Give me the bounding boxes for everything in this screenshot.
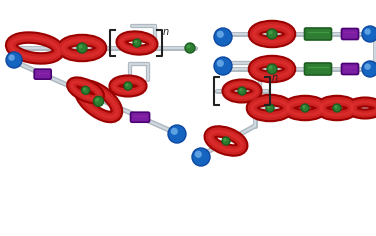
Circle shape bbox=[362, 61, 376, 77]
Circle shape bbox=[268, 66, 273, 69]
Circle shape bbox=[134, 40, 137, 43]
Circle shape bbox=[239, 88, 243, 91]
Circle shape bbox=[222, 137, 230, 145]
Circle shape bbox=[214, 28, 232, 46]
Circle shape bbox=[217, 60, 224, 67]
Circle shape bbox=[238, 87, 246, 95]
Circle shape bbox=[79, 45, 82, 49]
Circle shape bbox=[77, 43, 87, 53]
Circle shape bbox=[185, 43, 195, 53]
Circle shape bbox=[195, 151, 202, 158]
Circle shape bbox=[302, 105, 305, 108]
Circle shape bbox=[186, 45, 191, 49]
Circle shape bbox=[364, 28, 371, 35]
FancyBboxPatch shape bbox=[34, 69, 51, 79]
Circle shape bbox=[268, 30, 273, 34]
Circle shape bbox=[95, 98, 99, 102]
Circle shape bbox=[124, 82, 132, 90]
Circle shape bbox=[133, 39, 141, 47]
Circle shape bbox=[214, 57, 232, 75]
Circle shape bbox=[267, 64, 277, 74]
Circle shape bbox=[267, 105, 270, 108]
Circle shape bbox=[217, 31, 224, 38]
Circle shape bbox=[94, 96, 103, 106]
FancyBboxPatch shape bbox=[305, 63, 332, 75]
Circle shape bbox=[125, 83, 128, 86]
Circle shape bbox=[223, 138, 226, 141]
Circle shape bbox=[168, 125, 186, 143]
Circle shape bbox=[192, 148, 210, 166]
Circle shape bbox=[83, 88, 86, 91]
Circle shape bbox=[362, 26, 376, 42]
Text: n: n bbox=[272, 73, 278, 83]
Circle shape bbox=[267, 29, 277, 39]
Circle shape bbox=[333, 104, 341, 112]
Circle shape bbox=[171, 128, 178, 135]
Circle shape bbox=[6, 52, 22, 68]
FancyBboxPatch shape bbox=[130, 112, 150, 122]
Circle shape bbox=[334, 105, 337, 108]
Circle shape bbox=[8, 55, 15, 61]
FancyBboxPatch shape bbox=[305, 28, 332, 40]
FancyBboxPatch shape bbox=[341, 29, 358, 39]
Circle shape bbox=[82, 86, 89, 94]
Circle shape bbox=[301, 104, 309, 112]
Circle shape bbox=[364, 63, 371, 70]
Text: n: n bbox=[163, 27, 169, 37]
Circle shape bbox=[266, 104, 274, 112]
FancyBboxPatch shape bbox=[341, 63, 358, 75]
